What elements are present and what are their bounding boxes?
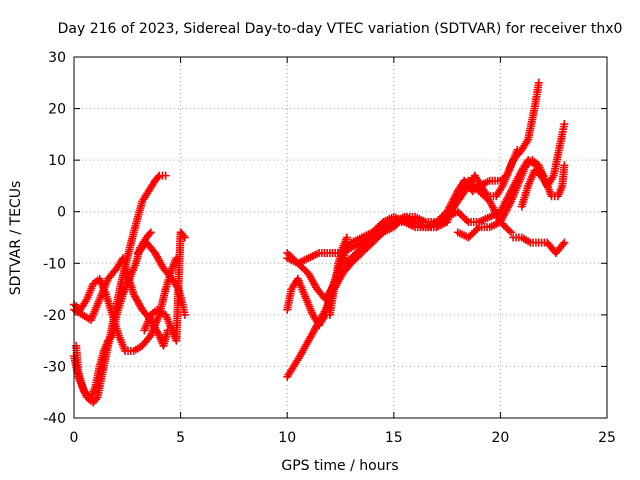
data-point bbox=[560, 238, 569, 247]
x-tick-label: 0 bbox=[70, 430, 79, 446]
data-point bbox=[505, 226, 514, 235]
data-point bbox=[558, 240, 567, 249]
x-tick-label: 10 bbox=[278, 430, 296, 446]
data-point bbox=[180, 310, 189, 319]
data-point bbox=[507, 228, 516, 237]
data-point bbox=[534, 78, 543, 87]
data-point bbox=[462, 216, 471, 225]
data-point bbox=[153, 173, 162, 182]
y-axis-label: SDTVAR / TECUs bbox=[8, 181, 24, 296]
chart-title: Day 216 of 2023, Sidereal Day-to-day VTE… bbox=[58, 21, 623, 37]
y-tick-label: 10 bbox=[48, 153, 66, 169]
y-tick-label: -20 bbox=[43, 308, 66, 324]
data-point bbox=[106, 333, 115, 342]
x-tick-label: 20 bbox=[491, 430, 509, 446]
data-point bbox=[161, 171, 170, 180]
plot-frame bbox=[73, 56, 608, 419]
y-tick-label: -30 bbox=[43, 359, 66, 375]
x-tick-label: 15 bbox=[385, 430, 403, 446]
data-point bbox=[473, 224, 482, 233]
data-series bbox=[70, 78, 569, 407]
data-point bbox=[180, 233, 189, 242]
tick-labels: 0 5 10 15 20 25 -40 -30 -20 -10 0 10 20 30 bbox=[43, 50, 616, 446]
y-tick-label: 30 bbox=[48, 50, 66, 66]
y-tick-label: -40 bbox=[43, 411, 66, 427]
x-tick-label: 5 bbox=[176, 430, 185, 446]
series-track-6 bbox=[140, 228, 189, 345]
data-point bbox=[342, 233, 351, 242]
series-track-2 bbox=[70, 228, 155, 402]
data-point bbox=[560, 120, 569, 129]
y-tick-label: 20 bbox=[48, 102, 66, 118]
x-tick-label: 25 bbox=[598, 430, 616, 446]
series-track-11 bbox=[325, 233, 351, 319]
series-track-14 bbox=[517, 120, 569, 211]
x-axis-label: GPS time / hours bbox=[281, 458, 398, 474]
series-track-13 bbox=[509, 233, 569, 257]
y-tick-label: 0 bbox=[57, 205, 66, 221]
data-point bbox=[560, 161, 569, 170]
data-point bbox=[145, 230, 154, 239]
data-point bbox=[92, 395, 101, 404]
data-point bbox=[146, 228, 155, 237]
y-tick-label: -10 bbox=[43, 256, 66, 272]
data-point bbox=[179, 231, 188, 240]
